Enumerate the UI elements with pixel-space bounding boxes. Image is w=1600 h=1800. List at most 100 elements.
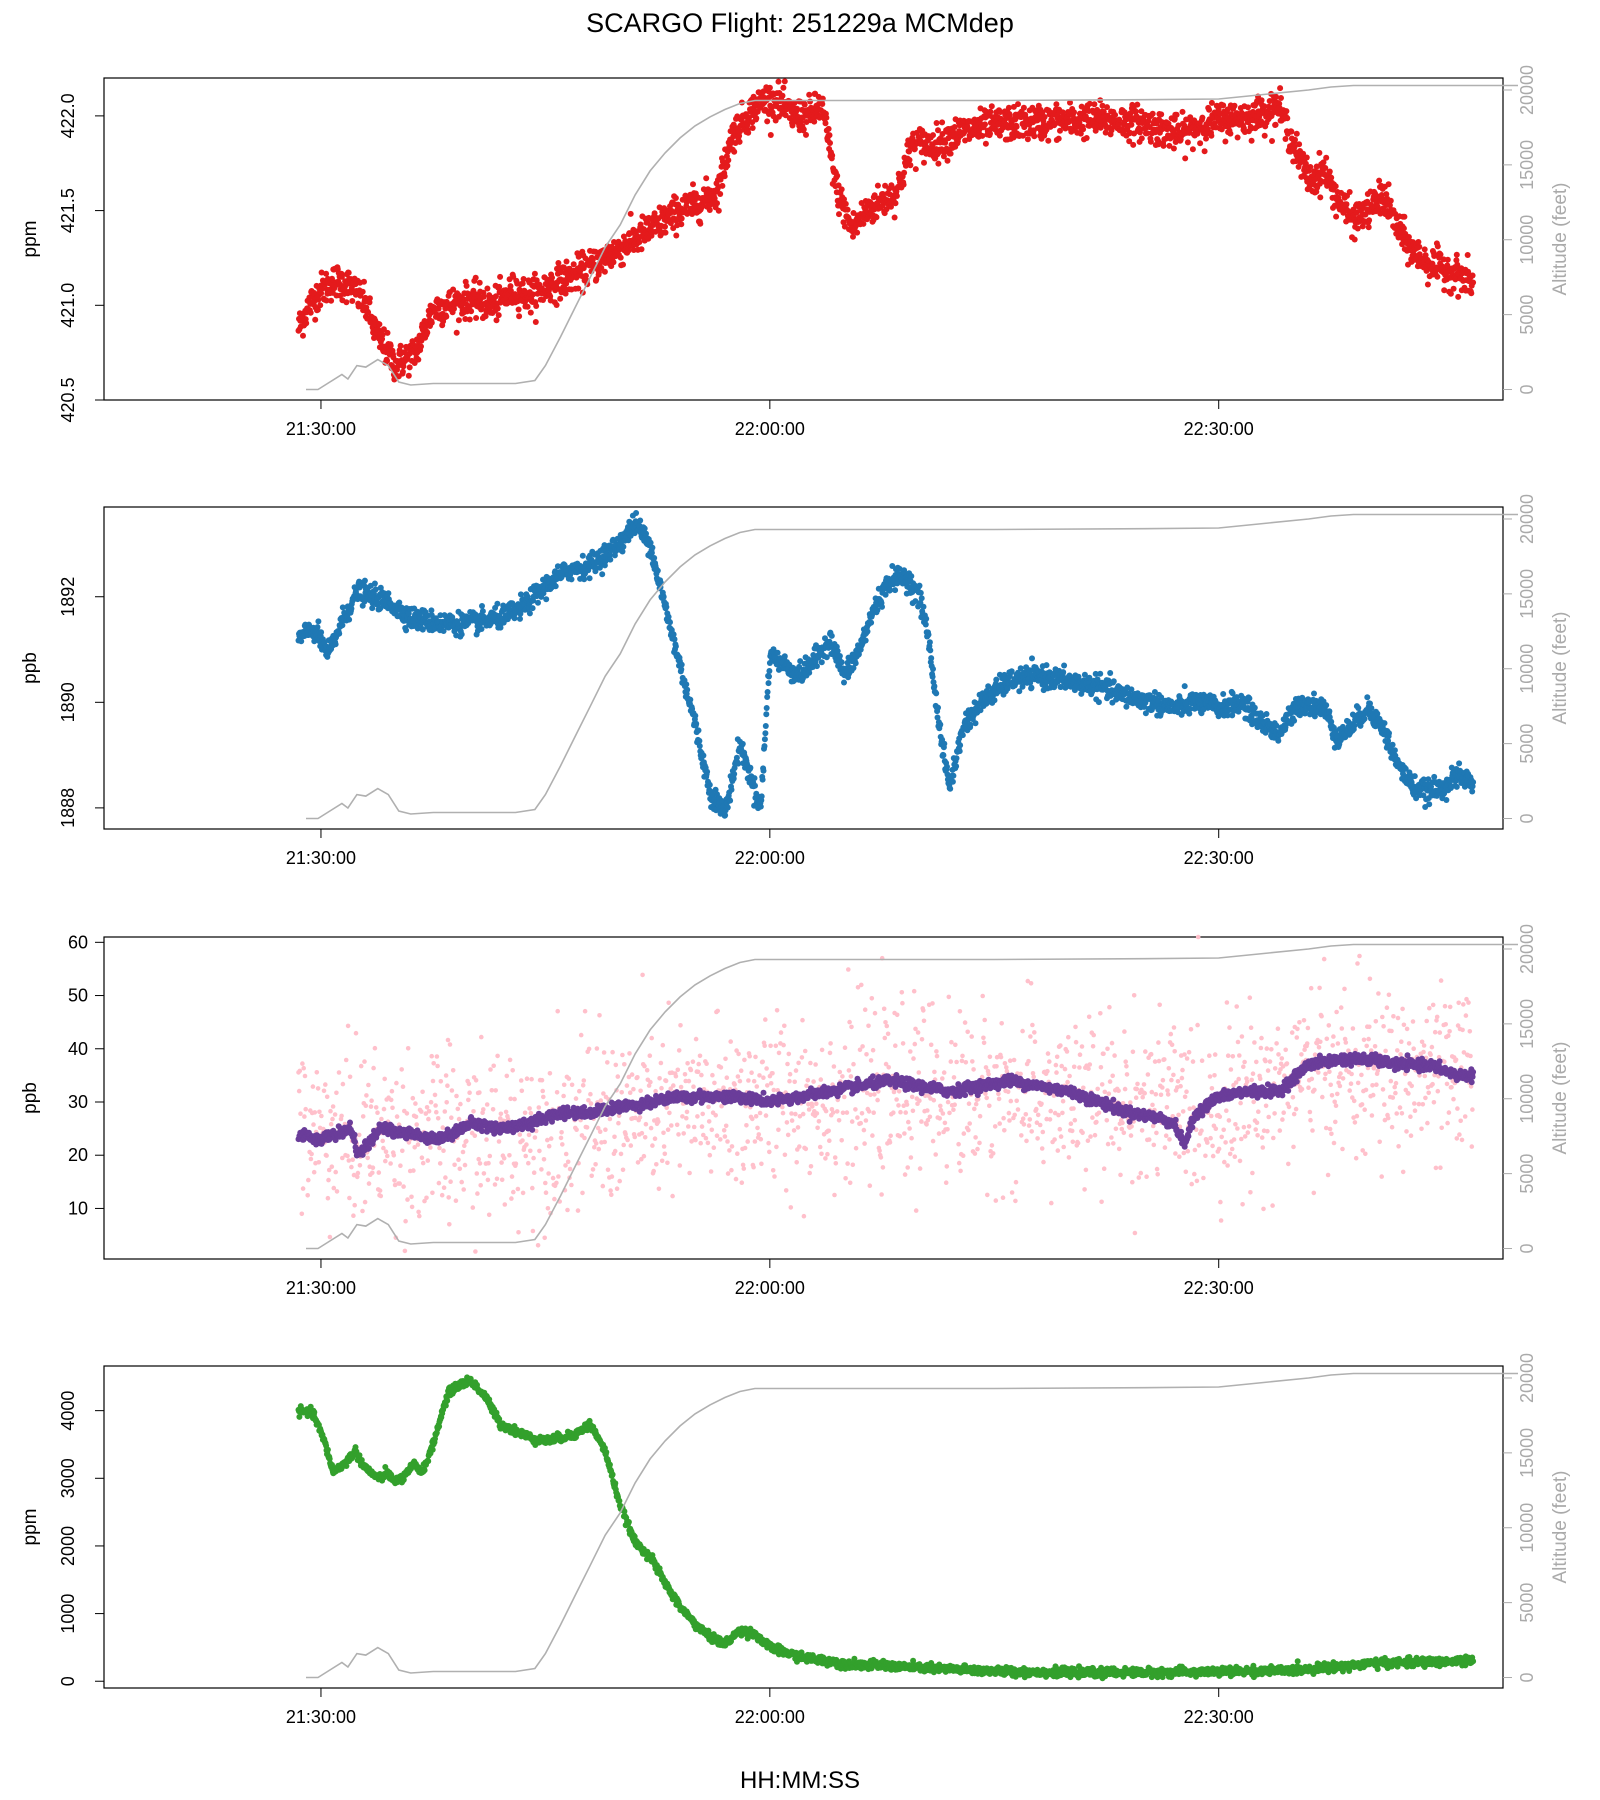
altitude-tick-label: 10000 bbox=[1517, 215, 1537, 265]
data-point bbox=[841, 196, 847, 203]
data-point bbox=[617, 254, 624, 261]
data-point bbox=[384, 357, 391, 364]
data-point bbox=[641, 525, 648, 532]
data-point bbox=[822, 120, 829, 127]
data-point bbox=[515, 306, 522, 313]
data-point bbox=[931, 683, 938, 690]
data-point bbox=[1138, 108, 1145, 115]
data-point bbox=[706, 207, 713, 213]
data-point bbox=[463, 282, 470, 289]
data-point bbox=[683, 681, 690, 688]
data-point bbox=[527, 309, 534, 316]
data-point bbox=[996, 132, 1003, 139]
data-point bbox=[1134, 101, 1141, 108]
data-point bbox=[779, 92, 786, 99]
data-point bbox=[1275, 737, 1282, 744]
data-point bbox=[1434, 273, 1441, 280]
data-point bbox=[307, 309, 314, 316]
data-point bbox=[497, 273, 504, 280]
data-point bbox=[724, 162, 731, 169]
data-point bbox=[927, 647, 934, 654]
data-point bbox=[906, 148, 913, 155]
data-point bbox=[935, 160, 942, 167]
data-point bbox=[753, 115, 760, 122]
data-point bbox=[625, 247, 632, 254]
data-point bbox=[997, 109, 1004, 115]
x-axis: 21:30:00 22:00:00 22:30:00 bbox=[286, 400, 1254, 439]
data-point bbox=[935, 704, 941, 711]
data-point bbox=[1149, 110, 1156, 117]
data-point bbox=[1245, 104, 1251, 111]
data-point bbox=[543, 596, 550, 603]
data-point bbox=[479, 608, 486, 615]
data-point bbox=[678, 221, 685, 228]
data-point bbox=[1468, 290, 1475, 297]
data-point bbox=[1055, 135, 1062, 142]
data-point bbox=[1043, 662, 1050, 669]
data-point bbox=[1251, 704, 1258, 711]
data-point bbox=[1292, 136, 1298, 143]
data-point bbox=[1100, 108, 1107, 115]
data-point bbox=[800, 126, 807, 133]
data-point bbox=[930, 666, 936, 672]
data-point bbox=[671, 636, 678, 643]
data-point bbox=[789, 122, 796, 129]
data-point bbox=[399, 368, 406, 375]
data-point bbox=[908, 573, 915, 580]
data-point bbox=[1288, 128, 1295, 135]
data-point bbox=[610, 259, 617, 266]
data-point bbox=[1220, 691, 1227, 697]
data-point bbox=[415, 356, 422, 363]
data-point bbox=[906, 157, 913, 163]
data-point bbox=[1343, 201, 1350, 208]
data-point bbox=[1189, 146, 1196, 153]
data-point bbox=[651, 210, 658, 217]
data-point bbox=[361, 577, 368, 584]
data-point bbox=[1276, 100, 1283, 107]
data-point bbox=[1166, 142, 1173, 149]
data-point bbox=[1102, 129, 1109, 136]
data-point bbox=[311, 290, 318, 296]
data-point bbox=[345, 269, 352, 276]
data-point bbox=[478, 626, 485, 632]
data-point bbox=[689, 211, 696, 217]
data-point bbox=[982, 140, 989, 147]
data-point bbox=[349, 298, 356, 304]
data-point bbox=[693, 720, 700, 727]
data-point bbox=[672, 195, 679, 201]
plot-frame bbox=[103, 77, 1504, 401]
data-point bbox=[1086, 100, 1093, 107]
data-point bbox=[828, 632, 835, 639]
data-point bbox=[598, 265, 605, 271]
data-point bbox=[667, 220, 674, 227]
data-point bbox=[940, 752, 947, 759]
data-point bbox=[687, 696, 694, 703]
data-point bbox=[317, 302, 324, 309]
data-point bbox=[834, 172, 841, 179]
data-point bbox=[725, 157, 732, 164]
data-point bbox=[493, 317, 500, 324]
data-point bbox=[1208, 132, 1215, 139]
data-point bbox=[864, 628, 871, 635]
data-point bbox=[336, 630, 343, 637]
x-tick-label: 21:30:00 bbox=[286, 419, 356, 439]
data-point bbox=[1005, 104, 1012, 111]
data-point bbox=[1296, 141, 1303, 148]
data-point bbox=[760, 767, 767, 774]
data-point bbox=[562, 290, 569, 297]
data-point bbox=[530, 291, 537, 298]
data-point bbox=[862, 637, 869, 644]
data-point bbox=[745, 129, 752, 136]
data-point bbox=[1080, 126, 1087, 133]
data-point bbox=[1266, 98, 1273, 104]
data-point bbox=[582, 272, 589, 279]
data-point bbox=[1029, 655, 1035, 662]
data-point bbox=[749, 125, 756, 131]
data-point bbox=[700, 752, 707, 759]
data-point bbox=[662, 229, 669, 236]
data-point bbox=[1434, 243, 1441, 250]
data-point bbox=[384, 329, 391, 336]
data-point bbox=[561, 285, 568, 292]
data-point bbox=[1126, 138, 1133, 145]
